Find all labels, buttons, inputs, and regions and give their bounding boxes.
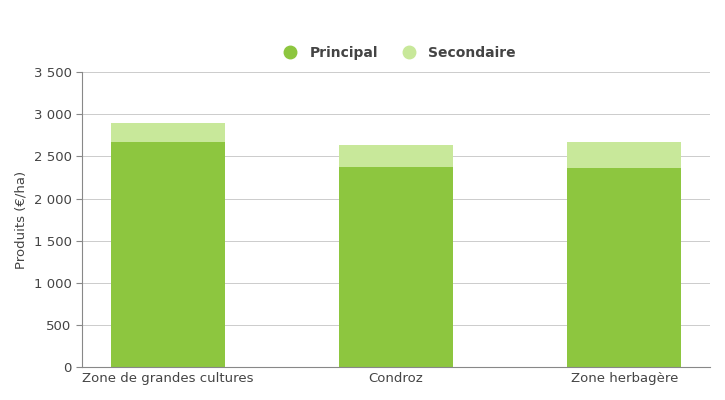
- Y-axis label: Produits (€/ha): Produits (€/ha): [15, 170, 28, 269]
- Bar: [110, 142, 225, 367]
- Bar: [567, 168, 682, 367]
- Bar: [339, 144, 453, 167]
- Bar: [339, 167, 453, 367]
- Bar: [567, 142, 682, 168]
- Bar: [110, 123, 225, 142]
- Legend: Principal, Secondaire: Principal, Secondaire: [270, 41, 521, 66]
